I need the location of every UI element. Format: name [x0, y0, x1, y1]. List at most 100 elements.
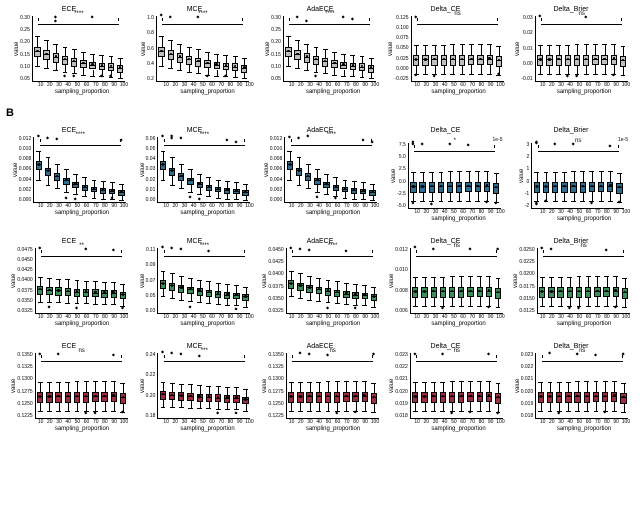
outlier-marker: ◆	[612, 73, 615, 77]
y-axis-label: value	[261, 248, 268, 314]
box	[343, 365, 350, 418]
outlier-marker: ◆	[189, 195, 192, 199]
panel-title: Delta_CE	[431, 127, 461, 137]
outlier-marker: ◆	[354, 410, 357, 414]
x-axis-label: sampling_proportion	[287, 426, 379, 432]
box	[224, 365, 231, 418]
x-ticks: 102030405060708090100	[287, 203, 379, 209]
outlier-marker: ◆	[112, 248, 115, 252]
box	[603, 260, 610, 313]
box	[476, 365, 483, 418]
y-axis-label: value	[12, 137, 19, 203]
box	[83, 260, 90, 313]
box	[439, 365, 446, 418]
box	[205, 365, 212, 418]
box	[343, 260, 350, 313]
x-axis-label: sampling_proportion	[287, 321, 379, 327]
y-axis-label: value	[387, 16, 394, 82]
box	[537, 28, 544, 81]
box	[565, 365, 572, 418]
box	[205, 149, 212, 202]
y-ticks: 0.060.050.040.030.020.010.00	[146, 137, 158, 203]
outlier-marker: ◆	[314, 74, 317, 78]
box	[592, 365, 599, 418]
outlier-marker: ◆	[112, 353, 115, 357]
outlier-marker: ◆	[577, 306, 580, 310]
outlier-marker: ◆	[196, 15, 199, 19]
box	[570, 155, 577, 208]
box	[334, 260, 341, 313]
box	[55, 365, 62, 418]
box	[412, 365, 419, 418]
plot-area: ****◆◆◆◆◆◆	[286, 248, 379, 314]
outlier-marker: ◆	[160, 13, 163, 17]
plot-area: ns◆◆◆◆◆◆◆◆◆◆	[531, 143, 624, 209]
outlier-marker: ◆	[448, 142, 451, 146]
y-axis-label: value	[388, 248, 395, 314]
outlier-marker: ◆	[413, 352, 416, 356]
box	[583, 28, 590, 81]
box	[178, 149, 185, 202]
box	[81, 149, 88, 202]
outlier-marker: ◆	[584, 15, 587, 19]
chart-row: ECEvalue0.13500.13250.13000.12750.12500.…	[0, 337, 640, 442]
plot-area: ****◆◆◆◆◆◆	[157, 248, 250, 314]
panel: Delta_CEvalue0.0230.0220.0210.0200.0190.…	[387, 343, 505, 432]
x-axis-label: sampling_proportion	[413, 89, 505, 95]
outlier-marker: ◆	[372, 352, 375, 356]
box	[242, 260, 249, 313]
box	[55, 260, 62, 313]
x-ticks: 102030405060708090100	[162, 82, 254, 88]
y-ticks: 0.1250.1000.0750.0500.0250.000-0.025	[394, 16, 410, 82]
y-ticks: 0.030.020.010.00-0.01	[521, 16, 534, 82]
outlier-marker: ◆	[179, 247, 182, 251]
plot-area: ****◆◆◆◆◆◆◆	[33, 137, 126, 203]
box	[159, 365, 166, 418]
box	[46, 365, 53, 418]
x-axis-label: sampling_proportion	[538, 426, 630, 432]
x-ticks: 102030405060708090100	[36, 314, 128, 320]
x-ticks: 102030405060708090100	[538, 209, 630, 215]
box	[611, 365, 618, 418]
outlier-marker: ◆	[411, 142, 414, 146]
y-axis-label: value	[514, 353, 521, 419]
x-axis-label: sampling_proportion	[538, 321, 630, 327]
outlier-marker: ◆	[57, 352, 60, 356]
box	[92, 260, 99, 313]
outlier-marker: ◆	[414, 73, 417, 77]
box	[169, 149, 176, 202]
outlier-marker: ◆	[91, 15, 94, 19]
outlier-marker: ◆	[170, 136, 173, 140]
box	[90, 149, 97, 202]
box	[360, 149, 367, 202]
outlier-marker: ◆	[315, 195, 318, 199]
box	[315, 260, 322, 313]
outlier-marker: ◆	[308, 352, 311, 356]
x-ticks: 102030405060708090100	[538, 82, 630, 88]
box	[117, 28, 124, 81]
box	[159, 149, 166, 202]
outlier-marker: ◆	[326, 306, 329, 310]
y-axis-label: value	[518, 143, 525, 209]
outlier-marker: ◆	[351, 17, 354, 21]
outlier-marker: ◆	[169, 15, 172, 19]
box	[233, 149, 240, 202]
panel: AdaECEvalue0.0120.0100.0080.0060.0040.00…	[261, 127, 379, 222]
outlier-marker: ◆	[206, 74, 209, 78]
panel: AdaECEvalue0.13500.13250.13000.12750.125…	[261, 343, 379, 432]
box	[465, 155, 472, 208]
x-ticks: 102030405060708090100	[162, 419, 254, 425]
x-axis-label: sampling_proportion	[36, 426, 128, 432]
x-ticks: 102030405060708090100	[287, 314, 379, 320]
box	[421, 260, 428, 313]
outlier-marker: ◆	[121, 306, 124, 310]
outlier-marker: ◆	[371, 140, 374, 144]
panel: Delta_CE1e-5value7.55.02.50.0-2.5-5.0*◆◆…	[387, 127, 505, 222]
box	[485, 365, 492, 418]
outlier-marker: ◆	[441, 352, 444, 356]
box	[458, 260, 465, 313]
box	[110, 260, 117, 313]
x-ticks: 102030405060708090100	[162, 203, 254, 209]
panel: MCEvalue0.110.090.070.050.03****◆◆◆◆◆◆10…	[136, 238, 254, 327]
box	[215, 149, 222, 202]
